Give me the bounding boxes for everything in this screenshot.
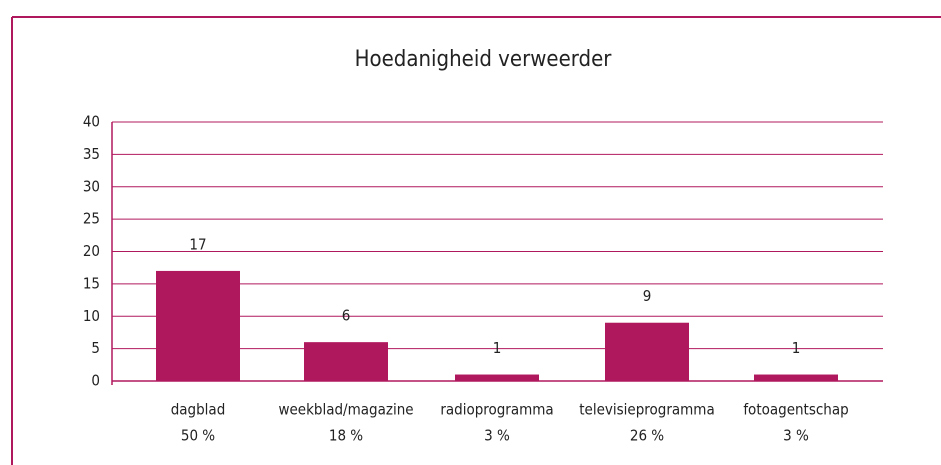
- y-tick-label: 30: [83, 177, 100, 195]
- chart-title: Hoedanigheid verweerder: [355, 47, 613, 72]
- y-tick-label: 40: [83, 113, 100, 131]
- data-label: 1: [493, 339, 502, 357]
- bar: [605, 322, 689, 381]
- y-tick-label: 35: [83, 145, 100, 163]
- percent-label: 3 %: [783, 427, 809, 445]
- data-label: 17: [189, 235, 206, 253]
- percent-label: 50 %: [181, 427, 215, 445]
- bar: [754, 374, 838, 381]
- bar: [304, 342, 388, 381]
- data-label: 6: [342, 307, 351, 325]
- data-label: 1: [792, 339, 801, 357]
- x-tick-label: televisieprogramma: [579, 401, 714, 419]
- x-tick-label: weekblad/magazine: [278, 401, 413, 419]
- percent-label: 18 %: [329, 427, 363, 445]
- x-tick-label: radioprogramma: [440, 401, 553, 419]
- bar: [455, 374, 539, 381]
- percent-label: 3 %: [484, 427, 510, 445]
- y-tick-label: 15: [83, 274, 100, 292]
- y-tick-label: 0: [91, 372, 100, 390]
- x-tick-label: dagblad: [171, 401, 226, 419]
- y-tick-label: 10: [83, 307, 100, 325]
- y-tick-label: 25: [83, 210, 100, 228]
- y-tick-label: 20: [83, 242, 100, 260]
- y-tick-label: 5: [91, 339, 100, 357]
- x-tick-label: fotoagentschap: [743, 401, 848, 419]
- percent-label: 26 %: [630, 427, 664, 445]
- bar: [156, 270, 240, 381]
- data-label: 9: [643, 287, 652, 305]
